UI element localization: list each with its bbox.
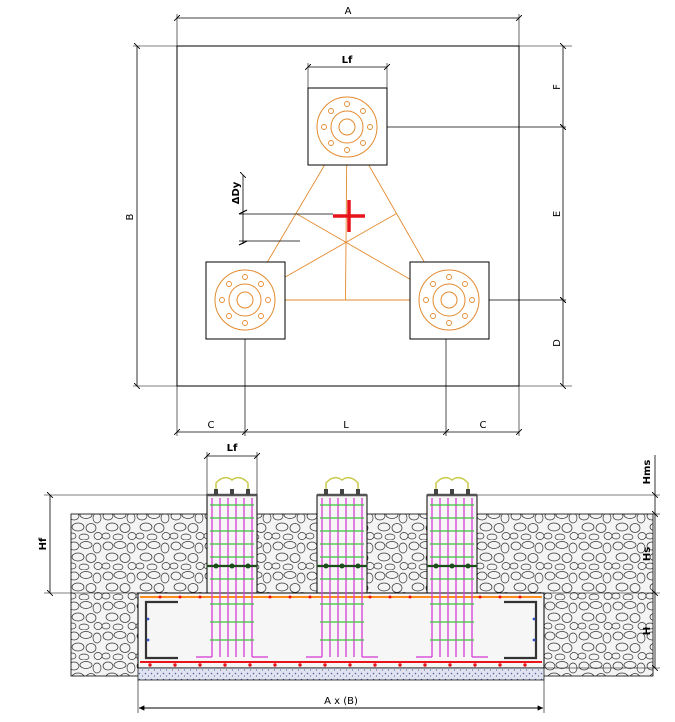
dim-b-label: B	[125, 213, 136, 220]
dim-l-label: L	[343, 420, 349, 431]
side-hook-right	[504, 600, 538, 660]
dim-hs: Hs	[642, 514, 655, 593]
centroid-mark	[333, 200, 365, 232]
plan-view: A B F E D	[125, 6, 572, 436]
pedestal-top	[307, 87, 388, 166]
dim-lf-section-label: Lf	[227, 443, 238, 454]
dim-hf-label: Hf	[38, 537, 49, 550]
dim-b: B	[125, 46, 177, 386]
pedestal-section-1	[196, 476, 268, 658]
dim-f: F	[552, 46, 563, 127]
dim-hs-label: Hs	[642, 547, 653, 561]
dim-f-label: F	[552, 84, 563, 90]
dim-d-label: D	[552, 339, 563, 347]
dim-a: A	[177, 6, 519, 46]
pedestal-section-3	[416, 476, 488, 658]
dim-h: H	[642, 593, 655, 668]
dim-lf-plan-label: Lf	[342, 55, 353, 66]
dim-hf: Hf	[38, 495, 207, 593]
side-hook-left	[144, 600, 178, 660]
dim-dy: ΔDy	[231, 175, 333, 246]
pedestal-left	[205, 261, 286, 340]
dim-c-left: C	[177, 420, 245, 432]
dim-d: D	[552, 300, 563, 386]
dim-h-label: H	[642, 627, 653, 635]
top-rebar-dots	[158, 595, 522, 599]
pedestal-section-2	[306, 476, 378, 658]
dim-lf-plan: Lf	[308, 55, 387, 88]
dim-dy-label: ΔDy	[231, 181, 242, 204]
dim-e-label: E	[552, 211, 563, 217]
bottom-rebar-dots	[148, 663, 527, 667]
dim-base-label: A x (B)	[324, 696, 358, 707]
pedestal-right	[409, 261, 490, 340]
dim-base: A x (B)	[137, 680, 545, 713]
dim-lf-section: Lf	[207, 443, 257, 495]
dim-c-right-label: C	[480, 420, 487, 431]
lean-concrete	[137, 667, 545, 681]
dim-c-right: C	[446, 420, 519, 432]
dim-hms-label: Hms	[642, 460, 653, 485]
dim-a-label: A	[345, 6, 352, 17]
slab-outline	[176, 45, 520, 387]
dim-l: L	[245, 420, 446, 432]
dim-c-left-label: C	[208, 420, 215, 431]
section-view: Lf Hf Hms Hs H	[38, 443, 660, 713]
dim-hms: Hms	[642, 455, 655, 514]
dim-e: E	[552, 127, 563, 300]
